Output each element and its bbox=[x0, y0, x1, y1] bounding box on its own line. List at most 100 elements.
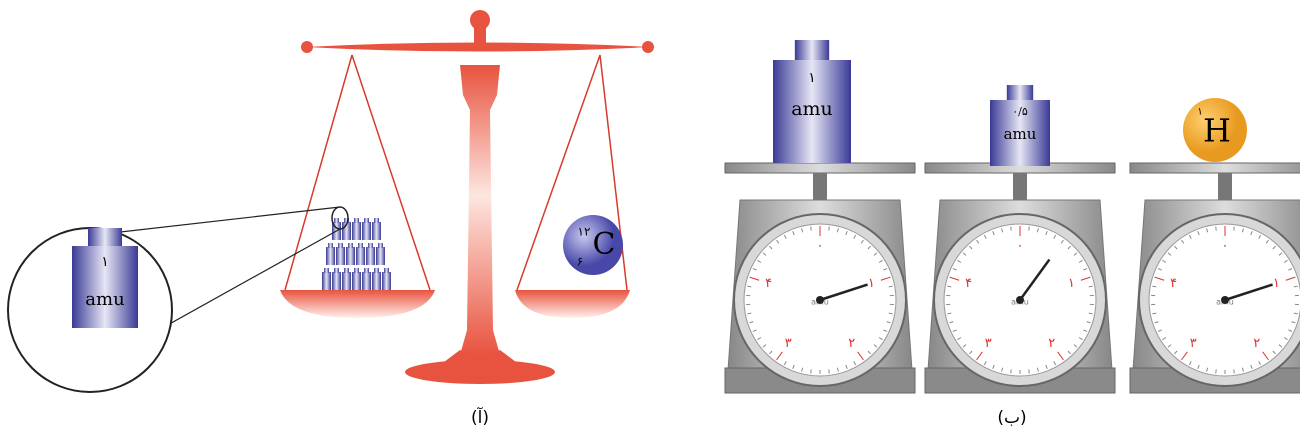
dial-tick bbox=[1028, 226, 1030, 231]
dial-tick bbox=[880, 276, 891, 281]
weight-knob bbox=[1006, 85, 1034, 100]
small-weight bbox=[342, 222, 351, 240]
weight-unit: amu bbox=[1004, 125, 1037, 143]
dial-tick bbox=[1250, 364, 1253, 369]
small-weight-knob bbox=[338, 243, 343, 248]
dial-tick bbox=[1162, 259, 1167, 263]
dial-tick bbox=[1173, 245, 1178, 250]
small-weight bbox=[372, 222, 381, 240]
dial-tick bbox=[1162, 337, 1167, 341]
dial-tick bbox=[873, 252, 878, 256]
dial-tick bbox=[1001, 367, 1004, 372]
small-weight bbox=[352, 272, 361, 290]
small-weight-knob bbox=[384, 268, 389, 273]
dial-tick bbox=[845, 364, 848, 369]
dial-tick bbox=[1053, 234, 1057, 239]
dial-tick bbox=[783, 234, 787, 239]
dial-tick bbox=[853, 361, 857, 366]
small-weight-knob bbox=[368, 243, 373, 248]
dial-tick bbox=[1157, 329, 1162, 332]
pan bbox=[515, 290, 630, 318]
dial-tick bbox=[762, 252, 767, 256]
dial-tick bbox=[1088, 312, 1093, 315]
dial-tick bbox=[1250, 231, 1253, 236]
dial-tick bbox=[752, 268, 757, 271]
small-weight-knob bbox=[374, 218, 379, 223]
small-weight bbox=[322, 272, 331, 290]
dial-tick bbox=[1278, 344, 1283, 348]
dial-label: ۳ bbox=[985, 336, 992, 351]
dial-tick bbox=[845, 231, 848, 236]
dial-tick bbox=[983, 361, 987, 366]
dial-tick bbox=[1173, 350, 1178, 355]
dial-tick bbox=[1154, 321, 1159, 324]
dial-label: ۱ bbox=[1273, 276, 1280, 291]
dial-tick bbox=[768, 350, 773, 355]
dial-tick bbox=[1067, 350, 1072, 355]
dial-tick bbox=[949, 276, 960, 281]
dial-tick bbox=[860, 239, 864, 244]
small-weight bbox=[352, 222, 361, 240]
dial-label: ۴ bbox=[965, 276, 972, 291]
hydrogen-atom bbox=[1183, 98, 1247, 162]
dial-tick bbox=[1078, 337, 1083, 341]
dial-tick bbox=[853, 234, 857, 239]
pointer bbox=[1018, 258, 1051, 301]
dial-tick bbox=[947, 312, 952, 315]
small-weight-knob bbox=[334, 218, 339, 223]
small-weight bbox=[376, 247, 385, 265]
dial-tick bbox=[1288, 268, 1293, 271]
stem bbox=[813, 173, 827, 203]
small-weight bbox=[346, 247, 355, 265]
dial-tick bbox=[947, 285, 952, 288]
dial-tick bbox=[952, 329, 957, 332]
dial-tick bbox=[792, 364, 795, 369]
dial-tick bbox=[957, 259, 962, 263]
dial-tick bbox=[757, 259, 762, 263]
dial-label: ۲ bbox=[848, 336, 855, 351]
dial-tick bbox=[883, 329, 888, 332]
dial-tick bbox=[857, 351, 864, 361]
weight bbox=[773, 60, 851, 163]
dial-label: ۲ bbox=[1253, 336, 1260, 351]
small-weight bbox=[332, 272, 341, 290]
dial-tick bbox=[801, 367, 804, 372]
dial-tick bbox=[1010, 226, 1012, 231]
dial-tick bbox=[962, 344, 967, 348]
dial-label: ۴ bbox=[1170, 276, 1177, 291]
mass-number: ۱۲ bbox=[578, 225, 591, 239]
dial-tick bbox=[878, 259, 883, 263]
dial-tick bbox=[1262, 351, 1269, 361]
pointer-hub bbox=[1016, 296, 1024, 304]
dial-tick bbox=[1272, 245, 1277, 250]
dial-tick bbox=[888, 312, 893, 315]
small-weight-knob bbox=[328, 243, 333, 248]
small-weight bbox=[372, 272, 381, 290]
pointer-hub bbox=[1221, 296, 1229, 304]
dial-tick bbox=[1233, 369, 1235, 374]
dial-tick bbox=[878, 337, 883, 341]
small-weight bbox=[356, 247, 365, 265]
element-symbol: H bbox=[1203, 112, 1231, 150]
small-weight-knob bbox=[344, 218, 349, 223]
dial-tick bbox=[1206, 367, 1209, 372]
dial-label: ۳ bbox=[785, 336, 792, 351]
dial-tick bbox=[1045, 364, 1048, 369]
small-weight bbox=[336, 247, 345, 265]
dial-tick bbox=[749, 276, 760, 281]
carbon-atom bbox=[563, 215, 623, 275]
dial-tick bbox=[1152, 285, 1157, 288]
dial-tick bbox=[883, 268, 888, 271]
dial-tick bbox=[1154, 276, 1165, 281]
dial-tick bbox=[810, 226, 812, 231]
weight-value: ۰/۵ bbox=[1012, 105, 1028, 118]
dial-tick bbox=[949, 321, 954, 324]
small-weight-knob bbox=[334, 268, 339, 273]
small-weight-knob bbox=[364, 268, 369, 273]
weight-value: ۱ bbox=[101, 254, 109, 270]
dial-tick bbox=[1215, 226, 1217, 231]
dial-tick bbox=[776, 239, 780, 244]
dial-tick bbox=[1181, 239, 1185, 244]
